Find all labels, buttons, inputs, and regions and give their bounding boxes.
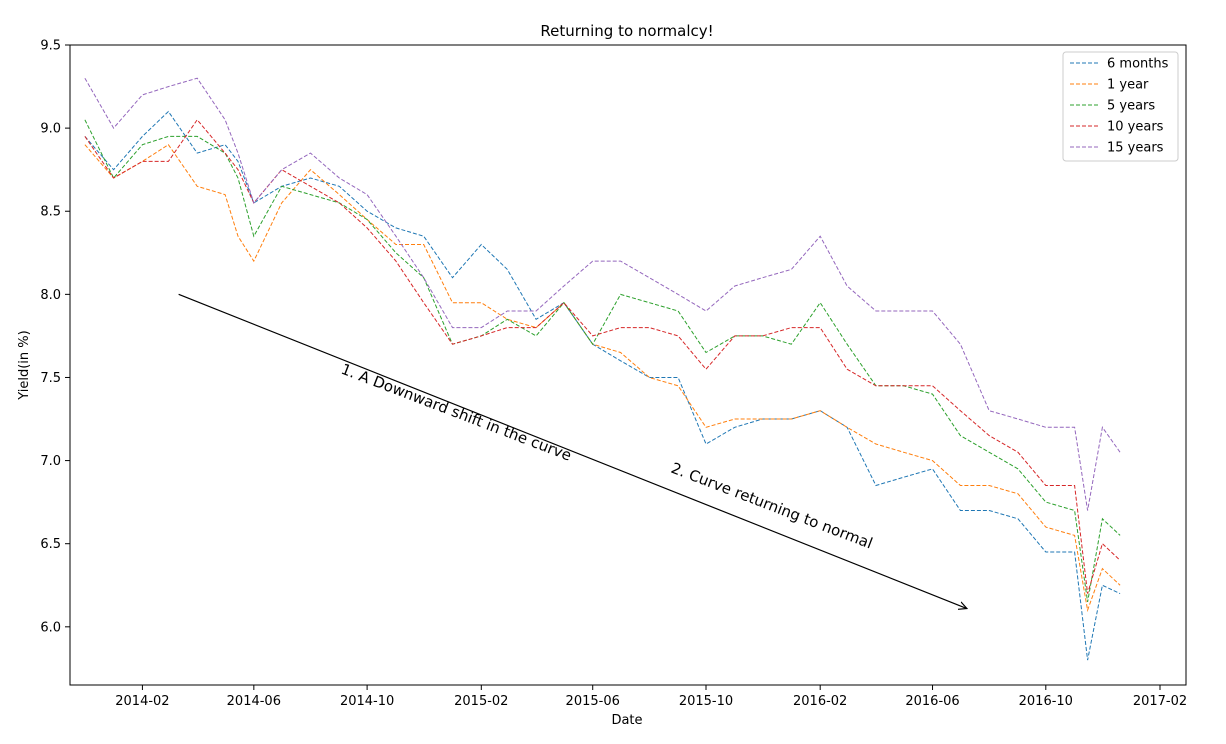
legend-box <box>1062 51 1179 162</box>
chart-title: Returning to normalcy! <box>540 22 713 40</box>
x-tick-label: 2015-02 <box>454 694 508 709</box>
series-line-15-years <box>84 77 1121 511</box>
y-tick-label: 8.0 <box>40 288 61 303</box>
legend: 6 months 1 year 5 years 10 years 15 years <box>1062 51 1179 162</box>
x-tick-label: 2015-10 <box>679 694 733 709</box>
series-lines <box>84 77 1121 661</box>
series-line-10-years <box>84 118 1121 594</box>
x-axis-label: Date <box>611 713 642 728</box>
y-tick-label: 7.0 <box>40 454 61 469</box>
x-tick-label: 2016-06 <box>905 694 959 709</box>
series-line-6-months <box>84 110 1121 661</box>
legend-label-10-years: 10 years <box>1107 120 1164 135</box>
x-tick-label: 2017-02 <box>1133 694 1187 709</box>
series-line-1-year <box>84 144 1121 613</box>
legend-label-6-months: 6 months <box>1107 57 1169 72</box>
x-tick-label: 2014-10 <box>340 694 394 709</box>
legend-label-5-years: 5 years <box>1107 99 1155 114</box>
x-tick-label: 2016-02 <box>793 694 847 709</box>
trend-arrow <box>178 293 967 608</box>
y-tick-label: 7.5 <box>40 371 61 386</box>
y-tick-label: 8.5 <box>40 205 61 220</box>
y-tick-label: 6.0 <box>40 620 61 635</box>
y-axis: 6.0 6.5 7.0 7.5 8.0 8.5 9.0 9.5 <box>40 39 70 635</box>
plot-frame <box>69 44 1187 686</box>
x-tick-label: 2015-06 <box>566 694 620 709</box>
legend-label-1-year: 1 year <box>1107 78 1149 93</box>
x-tick-label: 2014-02 <box>115 694 169 709</box>
y-tick-label: 6.5 <box>40 537 61 552</box>
x-axis: 2014-02 2014-06 2014-10 2015-02 2015-06 2015-… <box>115 685 1187 709</box>
series-line-5-years <box>84 119 1121 602</box>
x-tick-label: 2016-10 <box>1019 694 1073 709</box>
y-axis-label: Yield(in %) <box>17 330 32 400</box>
y-tick-label: 9.0 <box>40 122 61 137</box>
y-tick-label: 9.5 <box>40 39 61 54</box>
legend-label-15-years: 15 years <box>1107 141 1164 156</box>
x-tick-label: 2014-06 <box>227 694 281 709</box>
